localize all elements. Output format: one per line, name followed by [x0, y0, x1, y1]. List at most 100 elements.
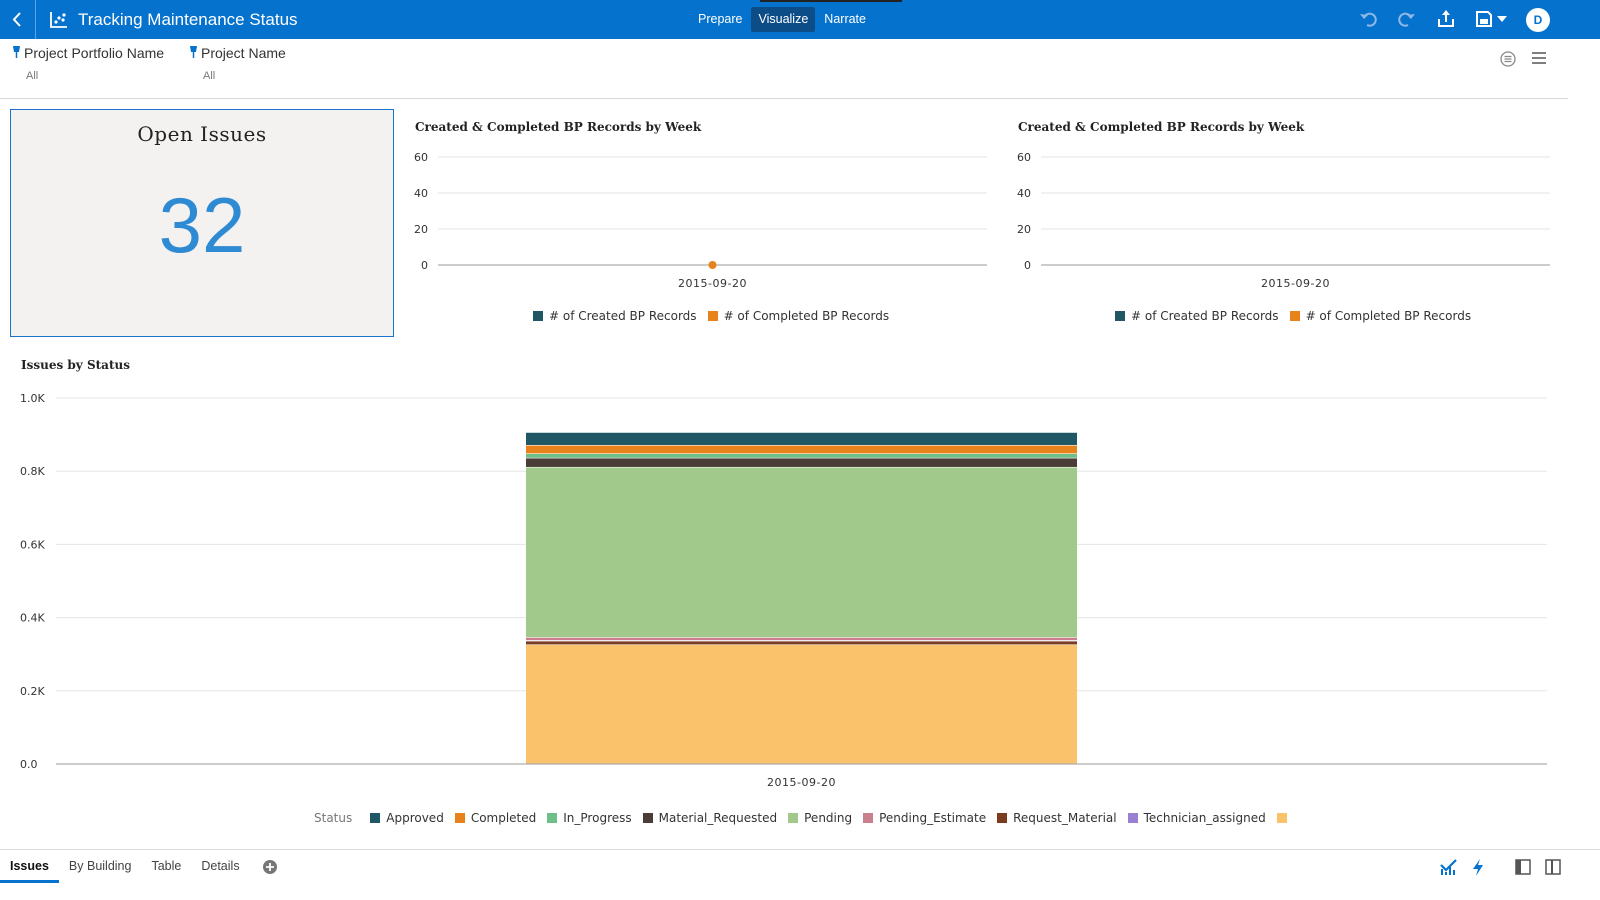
legend-title: Status: [314, 811, 353, 825]
legend-label: Completed: [470, 811, 537, 825]
filter-value: All: [203, 70, 216, 82]
mode-visualize[interactable]: Visualize: [751, 7, 816, 32]
stacked-bar-chart-issues-by-status[interactable]: 1.0K 0.8K 0.6K 0.4K 0.2K 0.0 2015-09-20: [10, 385, 1555, 800]
legend-item-pending-estimate[interactable]: Pending_Estimate: [863, 811, 986, 825]
legend-swatch: [863, 813, 874, 823]
auto-apply-icon[interactable]: [1440, 859, 1457, 876]
legend-item-unnamed[interactable]: [1276, 813, 1293, 823]
lightning-icon[interactable]: [1472, 859, 1484, 876]
y-tick-label: 40: [1017, 187, 1031, 200]
x-tick-label: 2015-09-20: [1261, 277, 1330, 290]
kpi-title: Open Issues: [137, 122, 267, 146]
canvas-tabs: Issues By Building Table Details: [0, 850, 250, 885]
tab-table[interactable]: Table: [151, 859, 182, 873]
vertical-scrollbar[interactable]: [1568, 39, 1600, 849]
export-icon[interactable]: [1437, 9, 1455, 29]
y-tick-label: 0.0: [20, 758, 38, 771]
pin-icon: [190, 46, 197, 58]
legend-swatch: [707, 311, 718, 321]
kpi-open-issues[interactable]: Open Issues 32: [10, 109, 394, 337]
y-tick-label: 0: [1024, 259, 1031, 272]
bar-segment-in-progress: [526, 453, 1077, 458]
filter-label: Project Name: [201, 45, 286, 61]
y-tick-label: 0.2K: [20, 685, 45, 698]
x-tick-label: 2015-09-20: [767, 776, 836, 789]
app-visualization-icon: [50, 12, 67, 28]
y-tick-label: 20: [1017, 223, 1031, 236]
tab-by-building[interactable]: By Building: [68, 859, 132, 873]
data-point-of-completed-bp-records: [708, 261, 717, 269]
legend-label: Technician_assigned: [1143, 811, 1266, 825]
menu-icon[interactable]: [1531, 51, 1547, 65]
mode-narrate[interactable]: Narrate: [824, 12, 866, 26]
legend-item-request-material[interactable]: Request_Material: [997, 811, 1117, 825]
legend-label: In_Progress: [563, 811, 632, 825]
filter-bar: Project Portfolio Name All Project Name …: [0, 39, 1568, 99]
legend-label: Pending: [804, 811, 853, 825]
undo-icon[interactable]: [1359, 9, 1377, 29]
legend-label: # of Created BP Records: [549, 309, 697, 323]
add-tab-icon[interactable]: [262, 859, 278, 875]
legend-item-of-created-bp-records[interactable]: # of Created BP Records: [533, 309, 697, 323]
legend-item-of-completed-bp-records[interactable]: # of Completed BP Records: [1289, 309, 1472, 323]
legend-label: Pending_Estimate: [879, 811, 987, 825]
panel-left-icon[interactable]: [1515, 859, 1531, 875]
legend-item-completed[interactable]: Completed: [454, 811, 537, 825]
chevron-down-icon[interactable]: [1497, 16, 1507, 22]
bar-segment-approved: [526, 432, 1077, 445]
mode-switcher: Prepare Visualize Narrate: [690, 7, 874, 32]
filter-label: Project Portfolio Name: [24, 45, 165, 61]
legend-item-of-created-bp-records[interactable]: # of Created BP Records: [1115, 309, 1279, 323]
line-chart-week-2[interactable]: 60 40 20 0 2015-09-20: [1008, 140, 1558, 300]
bottom-bar: Issues By Building Table Details: [0, 849, 1600, 900]
panel-right-icon[interactable]: [1545, 859, 1561, 875]
legend-swatch: [1289, 311, 1300, 321]
bar-segment-material-requested: [526, 458, 1077, 467]
legend-item-pending[interactable]: Pending: [788, 811, 852, 825]
legend-label: # of Created BP Records: [1131, 309, 1279, 323]
filter-project-name[interactable]: Project Name All: [189, 45, 286, 82]
legend-swatch: [547, 813, 558, 823]
y-tick-label: 0.6K: [20, 538, 45, 551]
tab-issues[interactable]: Issues: [0, 850, 59, 883]
legend-item-in-progress[interactable]: In_Progress: [547, 811, 632, 825]
back-button[interactable]: [0, 0, 36, 39]
legend-swatch: [642, 813, 653, 823]
chart-title-issues-by-status: Issues by Status: [21, 358, 130, 372]
legend-label: # of Completed BP Records: [1305, 309, 1472, 323]
legend-item-material-requested[interactable]: Material_Requested: [642, 811, 777, 825]
y-tick-label: 40: [414, 187, 428, 200]
legend-item-of-completed-bp-records[interactable]: # of Completed BP Records: [707, 309, 890, 323]
legend-swatch: [1276, 813, 1287, 823]
y-tick-label: 60: [1017, 151, 1031, 164]
y-tick-label: 0: [421, 259, 428, 272]
save-icon[interactable]: [1475, 9, 1493, 29]
chart-title-week-1: Created & Completed BP Records by Week: [415, 120, 702, 134]
filter-options-icon[interactable]: [1500, 51, 1516, 67]
x-tick-label: 2015-09-20: [678, 277, 747, 290]
legend-swatch: [533, 311, 543, 321]
line-chart-week-1[interactable]: 60 40 20 0 2015-09-20: [405, 140, 995, 300]
page-title: Tracking Maintenance Status: [78, 10, 298, 29]
chart-title-week-2: Created & Completed BP Records by Week: [1018, 120, 1305, 134]
legend-label: Request_Material: [1013, 811, 1117, 825]
y-tick-label: 60: [414, 151, 428, 164]
bar-segment-request-material: [526, 641, 1077, 645]
redo-icon[interactable]: [1398, 9, 1416, 29]
filter-project-portfolio-name[interactable]: Project Portfolio Name All: [12, 45, 164, 82]
pin-icon: [13, 46, 20, 58]
avatar[interactable]: D: [1526, 8, 1550, 32]
legend-swatch: [1127, 813, 1138, 823]
bar-segment-unnamed: [526, 645, 1077, 764]
legend-item-approved[interactable]: Approved: [370, 811, 444, 825]
bar-segment-pending-estimate: [526, 637, 1077, 641]
legend-label: # of Completed BP Records: [723, 309, 890, 323]
legend-item-technician-assigned[interactable]: Technician_assigned: [1127, 811, 1266, 825]
mode-prepare[interactable]: Prepare: [698, 12, 743, 26]
legend-week-2: # of Created BP Records # of Completed BP…: [1115, 309, 1482, 323]
legend-swatch: [997, 813, 1008, 823]
y-tick-label: 1.0K: [20, 392, 45, 405]
legend-swatch: [1115, 311, 1125, 321]
tab-details[interactable]: Details: [201, 859, 240, 873]
y-tick-label: 0.8K: [20, 465, 45, 478]
